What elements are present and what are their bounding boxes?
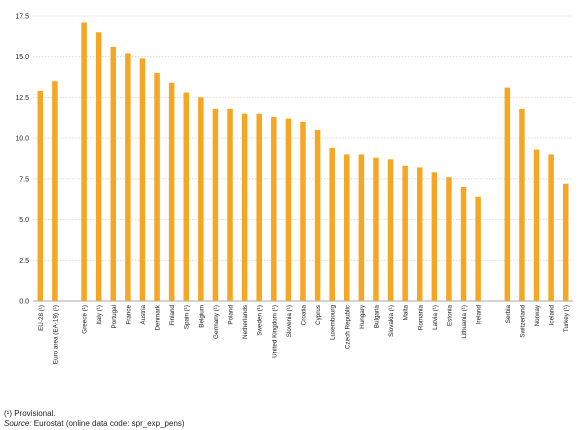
x-tick-label: Spain (¹) <box>184 305 191 329</box>
y-tick-label: 5.0 <box>19 217 29 224</box>
bar <box>519 108 525 301</box>
x-tick-label: Denmark <box>155 304 162 330</box>
x-tick-label: Serbia <box>505 305 512 324</box>
x-tick-label: Poland <box>228 305 235 325</box>
bar <box>125 53 131 302</box>
x-tick-label: Germany (¹) <box>213 305 220 339</box>
x-tick-label: Switzerland <box>519 305 526 338</box>
bars <box>37 22 569 302</box>
x-tick-label: Bulgaria <box>373 305 380 329</box>
y-tick-label: 17.5 <box>15 14 29 21</box>
bar <box>154 73 160 301</box>
x-tick-label: Belgium <box>198 305 205 328</box>
bar <box>548 154 554 301</box>
x-tick-label: Austria <box>140 305 147 325</box>
bar <box>139 58 146 301</box>
x-tick-label: Cyprus <box>315 305 322 325</box>
x-tick-label: Estonia <box>446 305 453 327</box>
x-tick-label: EU-28 (¹) <box>38 305 45 331</box>
bar <box>256 113 262 301</box>
bar <box>344 154 350 301</box>
x-tick-label: Slovakia (¹) <box>388 305 395 337</box>
bar <box>271 116 277 301</box>
x-tick-label: Euro area (EA-19) (¹) <box>52 305 59 364</box>
bar <box>460 187 467 301</box>
source-label: Source: <box>4 419 32 428</box>
bar <box>52 81 58 302</box>
y-axis: 0.0 2.5 5.0 7.5 10.0 12.5 15.0 17.5 <box>15 14 29 306</box>
bar <box>81 22 87 302</box>
bar <box>110 46 117 301</box>
bar <box>533 149 540 301</box>
x-tick-label: Slovenia (¹) <box>286 305 293 337</box>
x-tick-label: Hungary <box>359 304 366 329</box>
y-tick-label: 10.0 <box>15 136 29 143</box>
footnote-provisional-text: (¹) Provisional. <box>4 409 56 418</box>
bar <box>431 172 438 301</box>
x-tick-label: Ireland <box>476 305 483 325</box>
bar <box>358 154 365 301</box>
x-tick-label: Sweden (¹) <box>257 305 264 336</box>
y-tick-label: 2.5 <box>19 258 29 265</box>
bar <box>198 97 204 301</box>
bar <box>241 113 248 301</box>
x-tick-label: Norway <box>534 304 541 326</box>
x-tick-label: Romania <box>417 305 424 331</box>
bar <box>300 121 306 301</box>
footnote-source: Source: Eurostat (online data code: spr_… <box>4 419 185 429</box>
x-tick-label: France <box>125 305 132 325</box>
bar <box>562 183 569 301</box>
x-tick-label: Greece (¹) <box>82 305 89 334</box>
y-tick-label: 0.0 <box>19 299 29 306</box>
x-axis: EU-28 (¹) Euro area (EA-19) (¹) Greece (¹)… <box>38 304 570 364</box>
bar <box>37 90 44 302</box>
bar <box>446 177 452 301</box>
bar <box>285 118 292 301</box>
bar <box>504 87 511 302</box>
bar <box>387 159 394 301</box>
y-tick-label: 7.5 <box>19 176 29 183</box>
x-tick-label: Latvia (¹) <box>432 305 439 330</box>
y-tick-label: 12.5 <box>15 95 29 102</box>
x-tick-label: Italy (¹) <box>96 305 103 325</box>
bar <box>373 157 379 301</box>
x-tick-label: Netherlands <box>242 305 249 339</box>
bar <box>212 108 219 301</box>
x-tick-label: Malta <box>403 305 410 321</box>
source-text: Eurostat (online data code: spr_exp_pens… <box>31 419 185 428</box>
x-tick-label: Lithuania (¹) <box>461 305 468 339</box>
bar <box>95 32 102 302</box>
x-tick-label: United Kingdom (¹) <box>271 305 278 358</box>
x-tick-label: Czech Republic <box>344 305 351 349</box>
bar <box>329 147 335 301</box>
bar-chart: 0.0 2.5 5.0 7.5 10.0 12.5 15.0 17.5 EU-28 (¹) Eu… <box>15 14 573 364</box>
x-tick-label: Turkey (¹) <box>563 305 570 332</box>
bar <box>183 92 189 302</box>
bar <box>417 167 423 301</box>
bar <box>227 108 233 301</box>
x-tick-label: Luxembourg <box>330 305 337 341</box>
bar <box>314 130 321 301</box>
y-tick-label: 15.0 <box>15 54 29 61</box>
bar <box>168 82 175 302</box>
bar <box>475 196 481 301</box>
bar <box>402 165 408 301</box>
x-tick-label: Portugal <box>111 305 118 328</box>
x-tick-label: Iceland <box>549 305 556 326</box>
x-tick-label: Croatia <box>301 305 308 326</box>
x-tick-label: Finland <box>169 305 176 326</box>
footnote-provisional: (¹) Provisional. <box>4 409 56 419</box>
